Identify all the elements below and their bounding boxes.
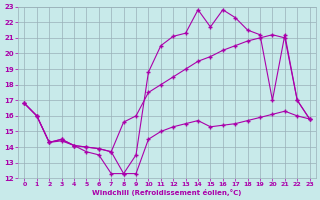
X-axis label: Windchill (Refroidissement éolien,°C): Windchill (Refroidissement éolien,°C) [92, 189, 242, 196]
